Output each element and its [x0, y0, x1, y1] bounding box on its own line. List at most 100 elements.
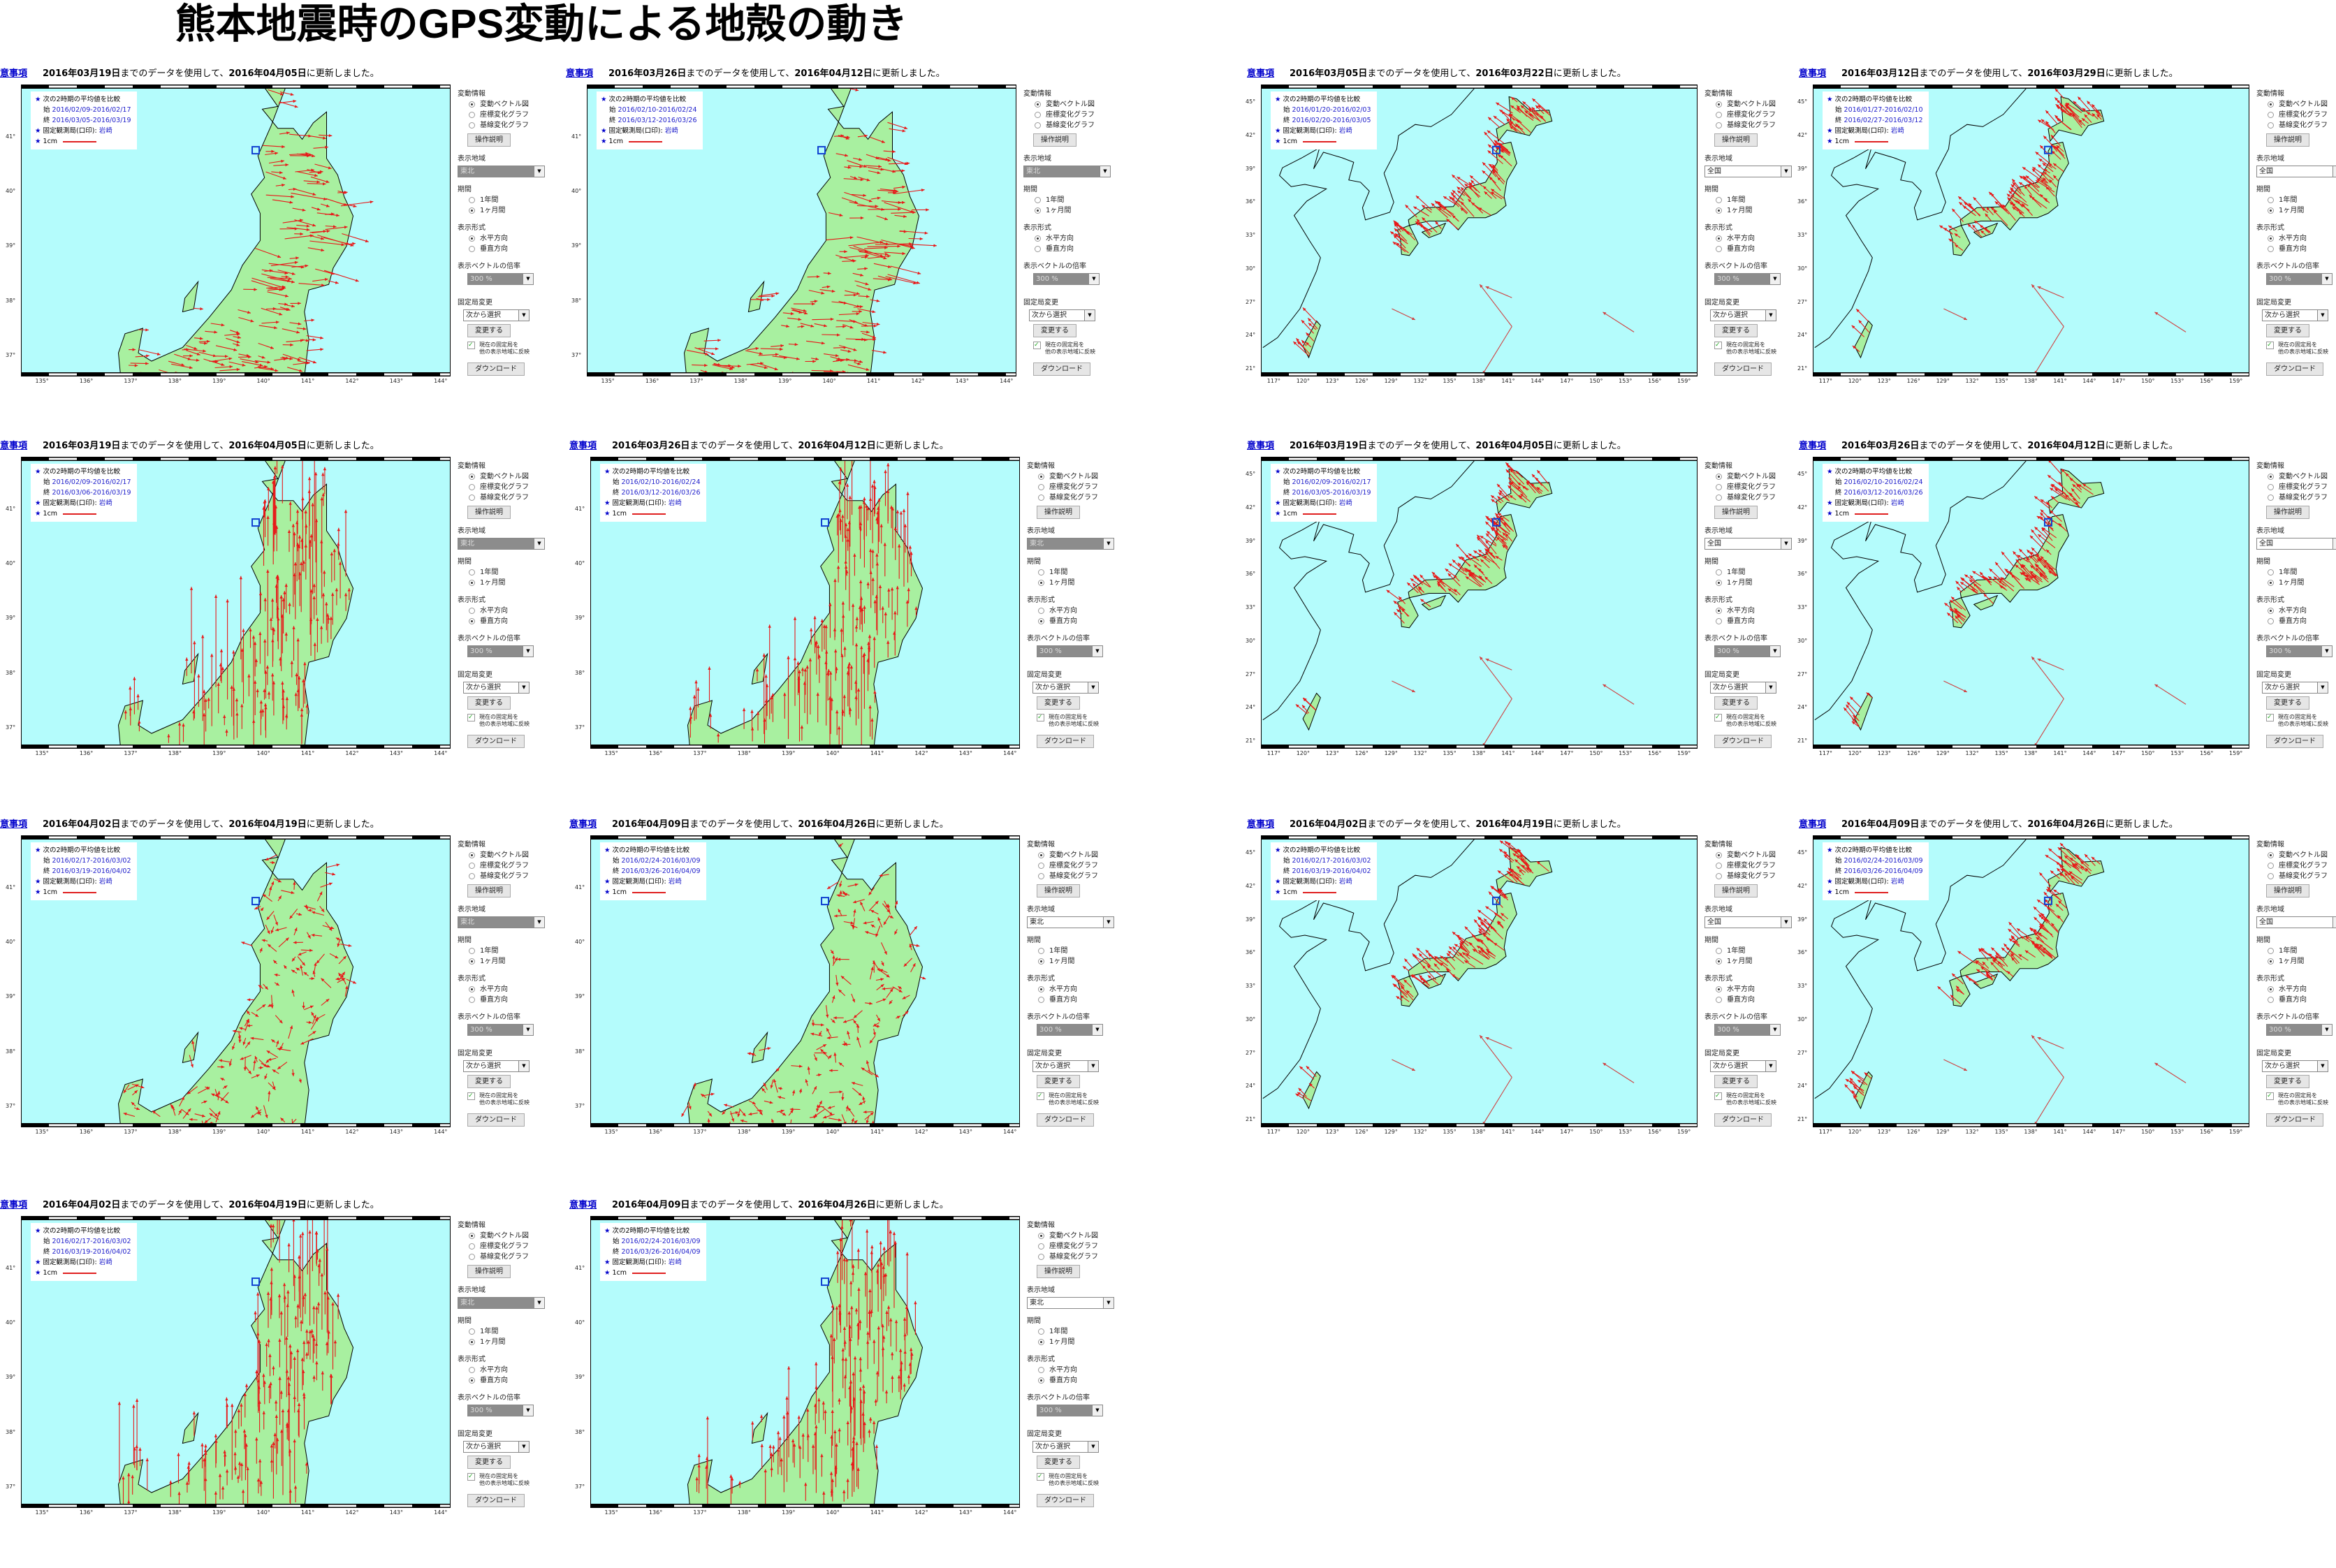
vector-scale-select[interactable]: 300 %▼: [467, 645, 534, 657]
map-area[interactable]: ★次の2時期の平均値を比較 始 2016/02/10-2016/02/24 終 …: [1813, 457, 2249, 749]
map-area[interactable]: ★次の2時期の平均値を比較 始 2016/01/20-2016/02/03 終 …: [1261, 85, 1698, 376]
checkmark-icon[interactable]: ✓: [2266, 714, 2274, 721]
manual-button[interactable]: 操作説明: [1714, 884, 1758, 897]
vector-scale-select[interactable]: 300 %▼: [467, 1024, 534, 1036]
radio-button[interactable]: [1716, 948, 1722, 954]
radio-button[interactable]: [1038, 1377, 1044, 1384]
manual-button[interactable]: 操作説明: [467, 506, 511, 519]
radio-button[interactable]: [2268, 246, 2274, 252]
option-1-year[interactable]: 1年間: [458, 195, 562, 205]
option-horizontal[interactable]: 水平方向: [2256, 984, 2336, 995]
option-horizontal[interactable]: 水平方向: [1704, 606, 1809, 616]
change-button[interactable]: 変更する: [467, 324, 511, 337]
vector-scale-select[interactable]: 300 %▼: [467, 1405, 534, 1416]
option-baseline-graph[interactable]: 基線変化グラフ: [1023, 120, 1128, 131]
option-vector-map[interactable]: 変動ベクトル図: [1023, 99, 1128, 110]
option-baseline-graph[interactable]: 基線変化グラフ: [1027, 1252, 1132, 1262]
change-button[interactable]: 変更する: [1714, 324, 1758, 337]
option-1-month[interactable]: 1ヶ月間: [458, 578, 562, 588]
map-area[interactable]: ★次の2時期の平均値を比較 始 2016/02/09-2016/02/17 終 …: [21, 85, 451, 376]
radio-button[interactable]: [1038, 1339, 1044, 1345]
manual-button[interactable]: 操作説明: [467, 133, 511, 147]
radio-button[interactable]: [1716, 235, 1722, 242]
option-coordinate-graph[interactable]: 座標変化グラフ: [2256, 860, 2336, 871]
map-area[interactable]: ★次の2時期の平均値を比較 始 2016/02/17-2016/03/02 終 …: [21, 1216, 451, 1508]
notes-link[interactable]: 意事項: [0, 1200, 27, 1210]
fixed-station-select[interactable]: 次から選択▼: [2262, 1060, 2328, 1072]
option-coordinate-graph[interactable]: 座標変化グラフ: [1704, 110, 1809, 120]
option-1-year[interactable]: 1年間: [2256, 195, 2336, 205]
option-baseline-graph[interactable]: 基線変化グラフ: [2256, 492, 2336, 503]
download-button[interactable]: ダウンロード: [1714, 362, 1772, 376]
radio-button[interactable]: [2268, 207, 2274, 214]
region-select[interactable]: 全国▼: [1704, 916, 1792, 928]
checkmark-icon[interactable]: ✓: [467, 342, 475, 349]
option-1-year[interactable]: 1年間: [2256, 946, 2336, 956]
radio-button[interactable]: [469, 101, 475, 108]
vector-scale-select[interactable]: 300 %▼: [1714, 273, 1781, 285]
option-horizontal[interactable]: 水平方向: [2256, 233, 2336, 244]
fixed-station-select[interactable]: 次から選択▼: [2262, 682, 2328, 694]
map-area[interactable]: ★次の2時期の平均値を比較 始 2016/02/24-2016/03/09 終 …: [590, 1216, 1020, 1508]
option-vector-map[interactable]: 変動ベクトル図: [2256, 471, 2336, 482]
radio-button[interactable]: [1716, 997, 1722, 1003]
download-button[interactable]: ダウンロード: [2266, 362, 2323, 376]
radio-button[interactable]: [1716, 246, 1722, 252]
option-baseline-graph[interactable]: 基線変化グラフ: [458, 1252, 562, 1262]
change-button[interactable]: 変更する: [467, 1075, 511, 1088]
option-vector-map[interactable]: 変動ベクトル図: [1027, 471, 1132, 482]
radio-button[interactable]: [469, 852, 475, 858]
download-button[interactable]: ダウンロード: [467, 1494, 525, 1507]
radio-button[interactable]: [469, 112, 475, 118]
radio-button[interactable]: [469, 235, 475, 242]
region-select[interactable]: 東北▼: [458, 1297, 545, 1309]
notes-link[interactable]: 意事項: [1799, 819, 1826, 830]
radio-button[interactable]: [469, 246, 475, 252]
radio-button[interactable]: [1035, 235, 1041, 242]
radio-button[interactable]: [2268, 986, 2274, 992]
option-1-month[interactable]: 1ヶ月間: [1023, 205, 1128, 216]
option-vertical[interactable]: 垂直方向: [1027, 995, 1132, 1005]
map-area[interactable]: ★次の2時期の平均値を比較 始 2016/02/24-2016/03/09 終 …: [1813, 835, 2249, 1127]
radio-button[interactable]: [469, 474, 475, 480]
manual-button[interactable]: 操作説明: [1037, 884, 1080, 897]
option-baseline-graph[interactable]: 基線変化グラフ: [1704, 120, 1809, 131]
checkmark-icon[interactable]: ✓: [1714, 1092, 1722, 1100]
reflect-checkbox[interactable]: ✓現在の固定局を 他の表示地域に反映: [1027, 714, 1132, 728]
checkmark-icon[interactable]: ✓: [467, 714, 475, 721]
option-1-month[interactable]: 1ヶ月間: [2256, 578, 2336, 588]
fixed-station-select[interactable]: 次から選択▼: [1710, 309, 1776, 321]
radio-button[interactable]: [1716, 986, 1722, 992]
radio-button[interactable]: [469, 1339, 475, 1345]
notes-link[interactable]: 意事項: [1247, 68, 1274, 79]
notes-link[interactable]: 意事項: [1247, 441, 1274, 451]
radio-button[interactable]: [1035, 246, 1041, 252]
option-1-year[interactable]: 1年間: [458, 567, 562, 578]
option-1-month[interactable]: 1ヶ月間: [458, 205, 562, 216]
option-baseline-graph[interactable]: 基線変化グラフ: [1027, 492, 1132, 503]
option-1-month[interactable]: 1ヶ月間: [2256, 205, 2336, 216]
fixed-station-select[interactable]: 次から選択▼: [1710, 1060, 1776, 1072]
option-1-month[interactable]: 1ヶ月間: [1027, 956, 1132, 967]
notes-link[interactable]: 意事項: [0, 68, 27, 79]
option-vector-map[interactable]: 変動ベクトル図: [1027, 850, 1132, 860]
map-area[interactable]: ★次の2時期の平均値を比較 始 2016/02/09-2016/02/17 終 …: [21, 457, 451, 749]
manual-button[interactable]: 操作説明: [467, 884, 511, 897]
radio-button[interactable]: [469, 1377, 475, 1384]
download-button[interactable]: ダウンロード: [1714, 735, 1772, 748]
option-1-month[interactable]: 1ヶ月間: [2256, 956, 2336, 967]
option-vector-map[interactable]: 変動ベクトル図: [458, 850, 562, 860]
notes-link[interactable]: 意事項: [1799, 441, 1826, 451]
checkmark-icon[interactable]: ✓: [1033, 342, 1041, 349]
region-select[interactable]: 東北▼: [1027, 916, 1114, 928]
reflect-checkbox[interactable]: ✓現在の固定局を 他の表示地域に反映: [1704, 1092, 1809, 1106]
option-1-month[interactable]: 1ヶ月間: [458, 1337, 562, 1347]
option-coordinate-graph[interactable]: 座標変化グラフ: [1704, 860, 1809, 871]
notes-link[interactable]: 意事項: [0, 441, 27, 451]
option-1-year[interactable]: 1年間: [2256, 567, 2336, 578]
radio-button[interactable]: [1038, 1367, 1044, 1373]
option-vertical[interactable]: 垂直方向: [1027, 616, 1132, 627]
reflect-checkbox[interactable]: ✓現在の固定局を 他の表示地域に反映: [1027, 1473, 1132, 1487]
option-horizontal[interactable]: 水平方向: [458, 1365, 562, 1375]
option-baseline-graph[interactable]: 基線変化グラフ: [2256, 871, 2336, 881]
